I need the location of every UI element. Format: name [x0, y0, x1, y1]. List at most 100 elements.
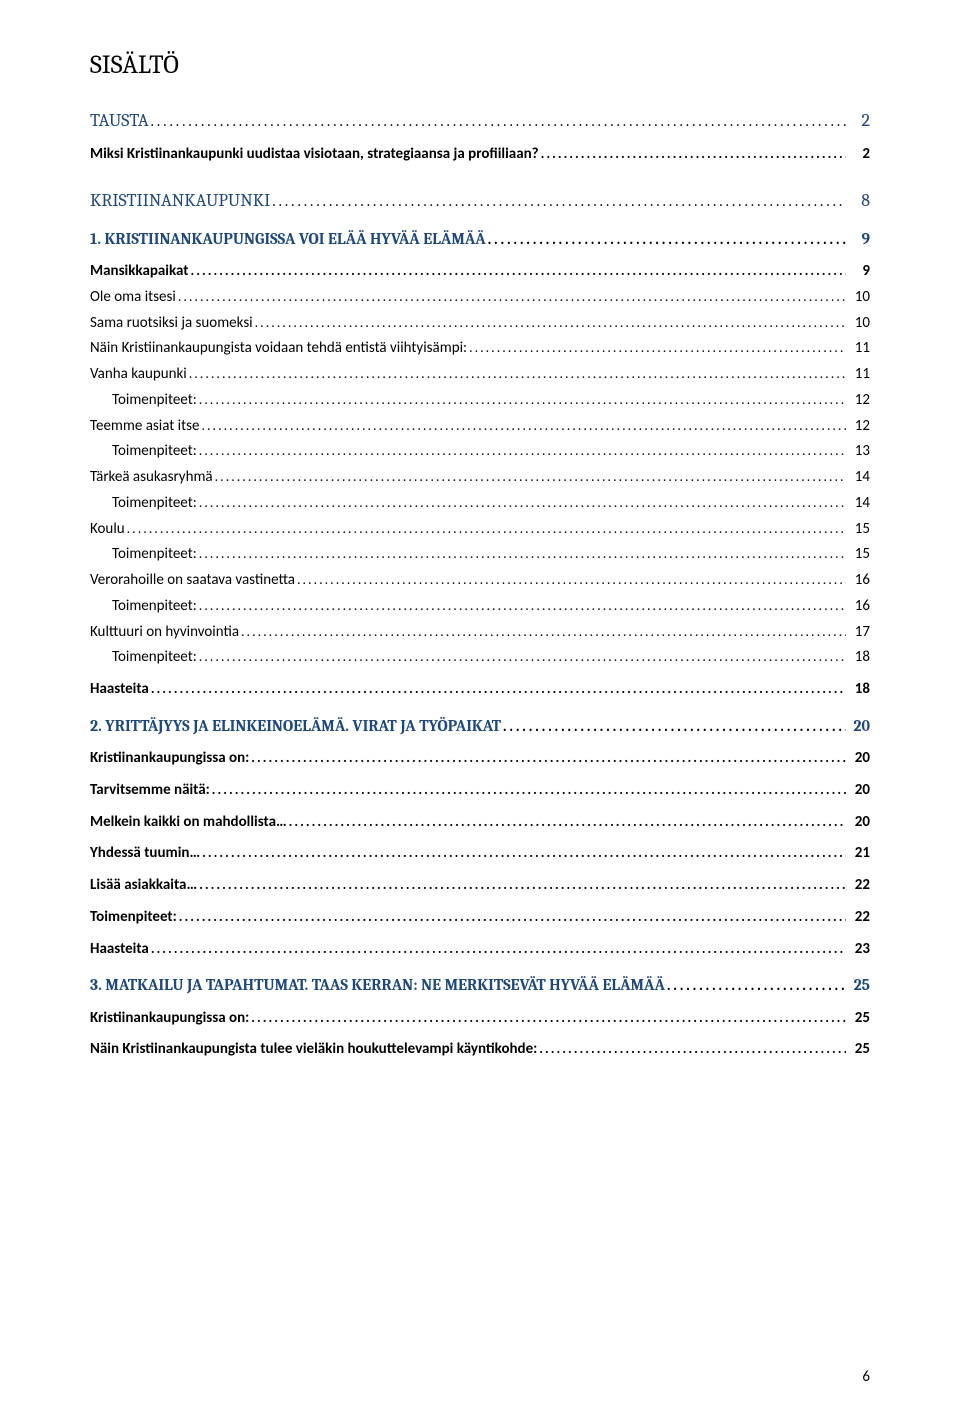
toc-entry-page: 15	[848, 519, 870, 541]
toc-entry-label: Koulu	[90, 519, 125, 541]
toc-entry-label: Toimenpiteet:	[112, 441, 197, 463]
toc-leader-dots	[251, 748, 846, 768]
toc-entry: Toimenpiteet: 16	[90, 596, 870, 618]
toc-entry: Toimenpiteet:22	[90, 907, 870, 929]
toc-entry-page: 10	[848, 287, 870, 309]
toc-leader-dots	[199, 647, 846, 667]
toc-entry-page: 16	[848, 596, 870, 618]
toc-leader-dots	[189, 364, 846, 384]
toc-entry-label: Kristiinankaupungissa on:	[90, 748, 249, 770]
toc-leader-dots	[201, 416, 846, 436]
toc-leader-dots	[255, 313, 846, 333]
toc-entry: Toimenpiteet:15	[90, 544, 870, 566]
toc-entry-label: Melkein kaikki on mahdollista…	[90, 812, 287, 834]
toc-entry-page: 14	[848, 493, 870, 515]
toc-leader-dots	[289, 812, 846, 832]
toc-entry-label: Teemme asiat itse	[90, 416, 199, 438]
toc-entry-page: 12	[848, 416, 870, 438]
toc-entry-label: Sama ruotsiksi ja suomeksi	[90, 313, 253, 335]
toc-entry-label: Haasteita	[90, 939, 149, 961]
toc-leader-dots	[272, 190, 846, 213]
toc-entry: Tärkeä asukasryhmä 14	[90, 467, 870, 489]
toc-entry-label: Ole oma itsesi	[90, 287, 176, 309]
toc-entry-label: Mansikkapaikat	[90, 261, 188, 283]
toc-entry-page: 8	[848, 188, 870, 214]
toc-entry-page: 25	[848, 1008, 870, 1030]
toc-entry: 3. MATKAILU JA TAPAHTUMAT. TAAS KERRAN: …	[90, 974, 870, 997]
toc-leader-dots	[541, 144, 846, 164]
toc-entry-page: 15	[848, 544, 870, 566]
toc-entry: Toimenpiteet: 14	[90, 493, 870, 515]
toc-entry: Ole oma itsesi 10	[90, 287, 870, 309]
toc-entry-page: 11	[848, 338, 870, 360]
toc-leader-dots	[469, 338, 846, 358]
toc-leader-dots	[179, 907, 846, 927]
toc-leader-dots	[151, 110, 846, 133]
toc-entry: Koulu 15	[90, 519, 870, 541]
toc-entry-page: 14	[848, 467, 870, 489]
toc-leader-dots	[151, 939, 846, 959]
toc-entry: Kulttuuri on hyvinvointia17	[90, 622, 870, 644]
toc-entry-label: Toimenpiteet:	[90, 907, 177, 929]
toc-entry-label: Kristiinankaupungissa on:	[90, 1008, 249, 1030]
toc-entry-page: 20	[848, 780, 870, 802]
toc-leader-dots	[667, 975, 846, 997]
toc-entry-label: Lisää asiakkaita…	[90, 875, 197, 897]
toc-entry-page: 2	[848, 144, 870, 166]
toc-entry: 2. YRITTÄJYYS JA ELINKEINOELÄMÄ. VIRAT J…	[90, 715, 870, 738]
toc-leader-dots	[178, 287, 846, 307]
toc-entry: Sama ruotsiksi ja suomeksi10	[90, 313, 870, 335]
toc-entry-label: Kulttuuri on hyvinvointia	[90, 622, 239, 644]
toc-entry: Toimenpiteet:18	[90, 647, 870, 669]
toc-leader-dots	[127, 519, 846, 539]
toc-entry-page: 20	[848, 748, 870, 770]
toc-entry-label: Tärkeä asukasryhmä	[90, 467, 213, 489]
toc-entry-page: 23	[848, 939, 870, 961]
toc-entry-page: 9	[848, 228, 870, 251]
toc-entry-page: 20	[848, 812, 870, 834]
toc-entry-page: 25	[848, 974, 870, 997]
toc-entry-label: Toimenpiteet:	[112, 647, 197, 669]
table-of-contents: TAUSTA2Miksi Kristiinankaupunki uudistaa…	[90, 108, 870, 1061]
toc-entry-label: Toimenpiteet:	[112, 493, 197, 515]
toc-leader-dots	[199, 441, 846, 461]
toc-leader-dots	[199, 875, 846, 895]
toc-leader-dots	[488, 229, 846, 251]
toc-entry-page: 18	[848, 679, 870, 701]
toc-entry: Miksi Kristiinankaupunki uudistaa visiot…	[90, 144, 870, 166]
toc-entry-label: 3. MATKAILU JA TAPAHTUMAT. TAAS KERRAN: …	[90, 974, 665, 997]
toc-entry: Näin Kristiinankaupungista voidaan tehdä…	[90, 338, 870, 360]
toc-leader-dots	[297, 570, 846, 590]
toc-entry: Yhdessä tuumin…21	[90, 843, 870, 865]
toc-entry: Melkein kaikki on mahdollista… 20	[90, 812, 870, 834]
toc-entry: Teemme asiat itse 12	[90, 416, 870, 438]
toc-entry: Tarvitsemme näitä: 20	[90, 780, 870, 802]
toc-entry: Mansikkapaikat9	[90, 261, 870, 283]
toc-leader-dots	[199, 493, 846, 513]
toc-entry-page: 16	[848, 570, 870, 592]
toc-entry: KRISTIINANKAUPUNKI 8	[90, 188, 870, 214]
page-number: 6	[862, 1368, 870, 1386]
page-title: SISÄLTÖ	[90, 50, 870, 80]
toc-leader-dots	[251, 1008, 846, 1028]
toc-entry-label: 2. YRITTÄJYYS JA ELINKEINOELÄMÄ. VIRAT J…	[90, 715, 501, 738]
toc-entry-page: 13	[848, 441, 870, 463]
toc-leader-dots	[202, 843, 846, 863]
toc-entry-label: Näin Kristiinankaupungista tulee vieläki…	[90, 1039, 537, 1061]
toc-entry: Näin Kristiinankaupungista tulee vieläki…	[90, 1039, 870, 1061]
toc-leader-dots	[190, 261, 846, 281]
toc-entry: Haasteita 23	[90, 939, 870, 961]
toc-entry-label: KRISTIINANKAUPUNKI	[90, 188, 270, 214]
toc-entry-page: 2	[848, 108, 870, 134]
toc-entry: Toimenpiteet:12	[90, 390, 870, 412]
toc-entry-page: 25	[848, 1039, 870, 1061]
toc-entry: Vanha kaupunki11	[90, 364, 870, 386]
toc-leader-dots	[212, 780, 846, 800]
toc-entry-label: Tarvitsemme näitä:	[90, 780, 210, 802]
toc-entry-label: TAUSTA	[90, 108, 149, 134]
toc-entry-label: Yhdessä tuumin…	[90, 843, 200, 865]
toc-entry-page: 20	[848, 715, 870, 738]
toc-entry-label: Toimenpiteet:	[112, 596, 197, 618]
toc-entry: 1. KRISTIINANKAUPUNGISSA VOI ELÄÄ HYVÄÄ …	[90, 228, 870, 251]
toc-entry-page: 11	[848, 364, 870, 386]
